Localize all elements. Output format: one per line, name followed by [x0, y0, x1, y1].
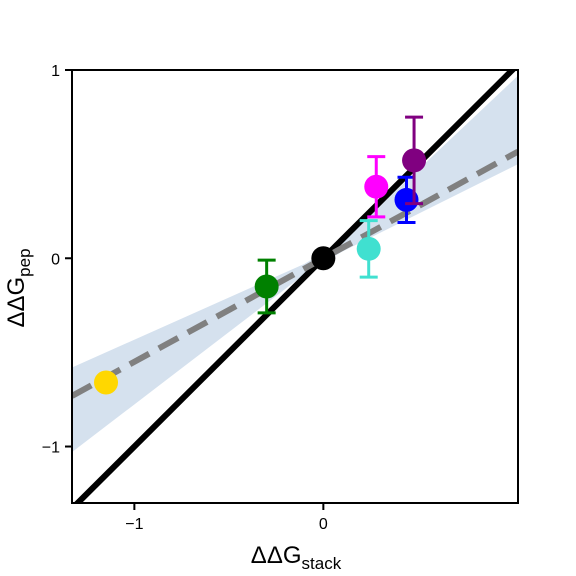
plot-frame: [71, 69, 519, 504]
data-point-6: [394, 187, 419, 212]
x-tick-label: 0: [319, 516, 328, 533]
identity-line: [73, 70, 517, 503]
data-point-2: [254, 274, 279, 299]
data-point-3: [311, 246, 336, 271]
data-point-5: [364, 174, 389, 199]
y-tick-label: 1: [51, 63, 60, 80]
x-axis-label: ΔΔGstack: [251, 542, 342, 573]
x-tick-label: −1: [125, 516, 143, 533]
fit-line: [72, 148, 518, 399]
data-point-4: [356, 236, 381, 261]
y-tick-label: 0: [51, 251, 60, 268]
data-point-7: [402, 148, 427, 173]
axes: −1 0 −1 0 1: [42, 63, 328, 533]
y-axis-label: ΔΔGpep: [3, 248, 34, 327]
data-point-1: [94, 370, 119, 395]
plot-content: [72, 70, 518, 503]
confidence-band: [72, 75, 518, 453]
y-tick-label: −1: [42, 440, 60, 457]
